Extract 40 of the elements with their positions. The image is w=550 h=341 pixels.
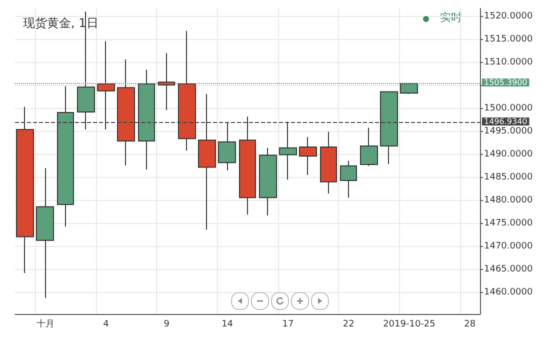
- ref-line-label: 1505.3900: [484, 78, 528, 88]
- candlestick: [340, 160, 357, 198]
- candlestick: [16, 106, 34, 274]
- candlestick: [239, 116, 256, 216]
- candlestick: [117, 59, 135, 166]
- candlestick: [158, 52, 175, 111]
- y-tick-label: 1470.0000: [484, 241, 533, 252]
- candlestick: [36, 168, 54, 298]
- y-tick-label: 1500.0000: [484, 103, 533, 114]
- candlestick: [320, 131, 337, 194]
- y-tick-label: 1460.0000: [484, 287, 533, 298]
- y-tick-label: 1490.0000: [484, 149, 533, 160]
- candlestick: [178, 30, 196, 152]
- x-tick-label: 9: [164, 320, 170, 330]
- x-tick-label: 4: [103, 320, 110, 330]
- y-tick-label: 1480.0000: [484, 195, 533, 206]
- candlestick: [299, 136, 317, 176]
- x-tick-label: 28: [464, 320, 476, 330]
- candlestick: [97, 40, 115, 130]
- candlestick: [360, 127, 378, 166]
- ref-line-label: 1496.9340: [484, 116, 528, 126]
- x-tick-label: 17: [282, 320, 294, 330]
- y-tick-label: 1515.0000: [484, 34, 533, 44]
- x-tick-label: 2019-10-25: [383, 320, 436, 330]
- text: 现货黄金, 1日: [23, 16, 98, 30]
- y-tick-label: 1495.0000: [484, 126, 533, 136]
- candlestick: [259, 147, 277, 216]
- candlestick: [279, 121, 297, 180]
- x-tick-label: 14: [222, 320, 234, 330]
- y-tick-label: 1520.0000: [484, 11, 533, 22]
- y-tick-label: 1465.0000: [484, 264, 533, 274]
- candlestick: [198, 94, 216, 230]
- candlestick: [380, 90, 398, 164]
- y-tick-label: 1510.0000: [484, 57, 533, 68]
- x-tick-label: 十月: [36, 318, 54, 330]
- y-tick-label: 1475.0000: [484, 218, 533, 228]
- candlestick: [57, 86, 74, 228]
- candlestick: [218, 122, 236, 171]
- y-tick-label: 1485.0000: [484, 172, 533, 182]
- x-tick-label: 22: [342, 320, 354, 330]
